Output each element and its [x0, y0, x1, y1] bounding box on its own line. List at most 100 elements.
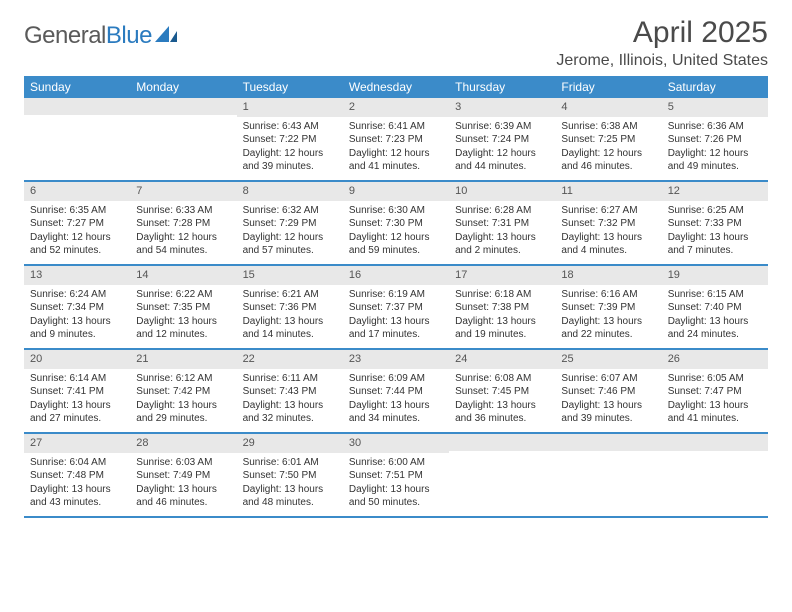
day-number: 28 [130, 434, 236, 453]
sunrise-line: Sunrise: 6:00 AM [349, 456, 443, 470]
day-cell: 23Sunrise: 6:09 AMSunset: 7:44 PMDayligh… [343, 350, 449, 432]
sunrise-line: Sunrise: 6:22 AM [136, 288, 230, 302]
day-body: Sunrise: 6:19 AMSunset: 7:37 PMDaylight:… [343, 285, 449, 346]
day-body: Sunrise: 6:05 AMSunset: 7:47 PMDaylight:… [662, 369, 768, 430]
day-cell: 26Sunrise: 6:05 AMSunset: 7:47 PMDayligh… [662, 350, 768, 432]
daylight-line: Daylight: 13 hours and 36 minutes. [455, 399, 549, 426]
day-number: 10 [449, 182, 555, 201]
sunrise-line: Sunrise: 6:39 AM [455, 120, 549, 134]
sunrise-line: Sunrise: 6:09 AM [349, 372, 443, 386]
day-number [449, 434, 555, 451]
weekday-header: Wednesday [343, 76, 449, 98]
day-cell: 5Sunrise: 6:36 AMSunset: 7:26 PMDaylight… [662, 98, 768, 180]
day-number: 3 [449, 98, 555, 117]
day-number: 11 [555, 182, 661, 201]
daylight-line: Daylight: 13 hours and 34 minutes. [349, 399, 443, 426]
logo-sail-icon [155, 26, 177, 42]
day-number [555, 434, 661, 451]
day-number: 5 [662, 98, 768, 117]
sunset-line: Sunset: 7:23 PM [349, 133, 443, 147]
day-number: 16 [343, 266, 449, 285]
title-block: April 2025 Jerome, Illinois, United Stat… [556, 16, 768, 70]
daylight-line: Daylight: 12 hours and 39 minutes. [243, 147, 337, 174]
day-number: 15 [237, 266, 343, 285]
sunset-line: Sunset: 7:26 PM [668, 133, 762, 147]
day-number: 19 [662, 266, 768, 285]
sunrise-line: Sunrise: 6:08 AM [455, 372, 549, 386]
daylight-line: Daylight: 13 hours and 27 minutes. [30, 399, 124, 426]
sunset-line: Sunset: 7:48 PM [30, 469, 124, 483]
day-number: 2 [343, 98, 449, 117]
day-cell: 15Sunrise: 6:21 AMSunset: 7:36 PMDayligh… [237, 266, 343, 348]
daylight-line: Daylight: 13 hours and 4 minutes. [561, 231, 655, 258]
location-text: Jerome, Illinois, United States [556, 52, 768, 70]
daylight-line: Daylight: 13 hours and 17 minutes. [349, 315, 443, 342]
week-row: 6Sunrise: 6:35 AMSunset: 7:27 PMDaylight… [24, 182, 768, 266]
sunrise-line: Sunrise: 6:25 AM [668, 204, 762, 218]
day-body: Sunrise: 6:30 AMSunset: 7:30 PMDaylight:… [343, 201, 449, 262]
daylight-line: Daylight: 13 hours and 12 minutes. [136, 315, 230, 342]
sunset-line: Sunset: 7:41 PM [30, 385, 124, 399]
day-body [662, 451, 768, 458]
weekday-header: Tuesday [237, 76, 343, 98]
day-number: 18 [555, 266, 661, 285]
sunset-line: Sunset: 7:44 PM [349, 385, 443, 399]
sunset-line: Sunset: 7:34 PM [30, 301, 124, 315]
daylight-line: Daylight: 13 hours and 9 minutes. [30, 315, 124, 342]
day-cell: 6Sunrise: 6:35 AMSunset: 7:27 PMDaylight… [24, 182, 130, 264]
sunrise-line: Sunrise: 6:38 AM [561, 120, 655, 134]
day-number: 14 [130, 266, 236, 285]
sunset-line: Sunset: 7:29 PM [243, 217, 337, 231]
day-body: Sunrise: 6:07 AMSunset: 7:46 PMDaylight:… [555, 369, 661, 430]
day-body: Sunrise: 6:28 AMSunset: 7:31 PMDaylight:… [449, 201, 555, 262]
sunrise-line: Sunrise: 6:11 AM [243, 372, 337, 386]
day-number: 1 [237, 98, 343, 117]
day-body: Sunrise: 6:18 AMSunset: 7:38 PMDaylight:… [449, 285, 555, 346]
sunrise-line: Sunrise: 6:36 AM [668, 120, 762, 134]
day-number: 27 [24, 434, 130, 453]
day-body: Sunrise: 6:35 AMSunset: 7:27 PMDaylight:… [24, 201, 130, 262]
weekday-header: Sunday [24, 76, 130, 98]
day-body: Sunrise: 6:00 AMSunset: 7:51 PMDaylight:… [343, 453, 449, 514]
calendar: SundayMondayTuesdayWednesdayThursdayFrid… [24, 76, 768, 518]
weekday-header-row: SundayMondayTuesdayWednesdayThursdayFrid… [24, 76, 768, 98]
day-number [24, 98, 130, 115]
sunrise-line: Sunrise: 6:28 AM [455, 204, 549, 218]
day-cell-empty [24, 98, 130, 180]
day-body: Sunrise: 6:38 AMSunset: 7:25 PMDaylight:… [555, 117, 661, 178]
logo-text-gray: General [24, 22, 106, 49]
day-cell: 10Sunrise: 6:28 AMSunset: 7:31 PMDayligh… [449, 182, 555, 264]
day-cell-empty [449, 434, 555, 516]
day-number [130, 98, 236, 115]
weekday-header: Saturday [662, 76, 768, 98]
day-number: 26 [662, 350, 768, 369]
sunset-line: Sunset: 7:31 PM [455, 217, 549, 231]
day-cell: 28Sunrise: 6:03 AMSunset: 7:49 PMDayligh… [130, 434, 236, 516]
daylight-line: Daylight: 13 hours and 14 minutes. [243, 315, 337, 342]
day-body: Sunrise: 6:22 AMSunset: 7:35 PMDaylight:… [130, 285, 236, 346]
sunrise-line: Sunrise: 6:03 AM [136, 456, 230, 470]
sunset-line: Sunset: 7:27 PM [30, 217, 124, 231]
day-number [662, 434, 768, 451]
day-body: Sunrise: 6:25 AMSunset: 7:33 PMDaylight:… [662, 201, 768, 262]
sunset-line: Sunset: 7:33 PM [668, 217, 762, 231]
day-body: Sunrise: 6:09 AMSunset: 7:44 PMDaylight:… [343, 369, 449, 430]
day-body: Sunrise: 6:41 AMSunset: 7:23 PMDaylight:… [343, 117, 449, 178]
month-title: April 2025 [556, 16, 768, 50]
sunset-line: Sunset: 7:25 PM [561, 133, 655, 147]
weekday-header: Thursday [449, 76, 555, 98]
logo-text: GeneralBlue [24, 22, 152, 50]
weeks-container: 1Sunrise: 6:43 AMSunset: 7:22 PMDaylight… [24, 98, 768, 518]
sunset-line: Sunset: 7:40 PM [668, 301, 762, 315]
sunset-line: Sunset: 7:50 PM [243, 469, 337, 483]
sunrise-line: Sunrise: 6:35 AM [30, 204, 124, 218]
daylight-line: Daylight: 13 hours and 29 minutes. [136, 399, 230, 426]
daylight-line: Daylight: 13 hours and 50 minutes. [349, 483, 443, 510]
week-row: 13Sunrise: 6:24 AMSunset: 7:34 PMDayligh… [24, 266, 768, 350]
daylight-line: Daylight: 12 hours and 44 minutes. [455, 147, 549, 174]
daylight-line: Daylight: 13 hours and 41 minutes. [668, 399, 762, 426]
daylight-line: Daylight: 12 hours and 59 minutes. [349, 231, 443, 258]
daylight-line: Daylight: 13 hours and 43 minutes. [30, 483, 124, 510]
day-cell: 14Sunrise: 6:22 AMSunset: 7:35 PMDayligh… [130, 266, 236, 348]
sunrise-line: Sunrise: 6:16 AM [561, 288, 655, 302]
